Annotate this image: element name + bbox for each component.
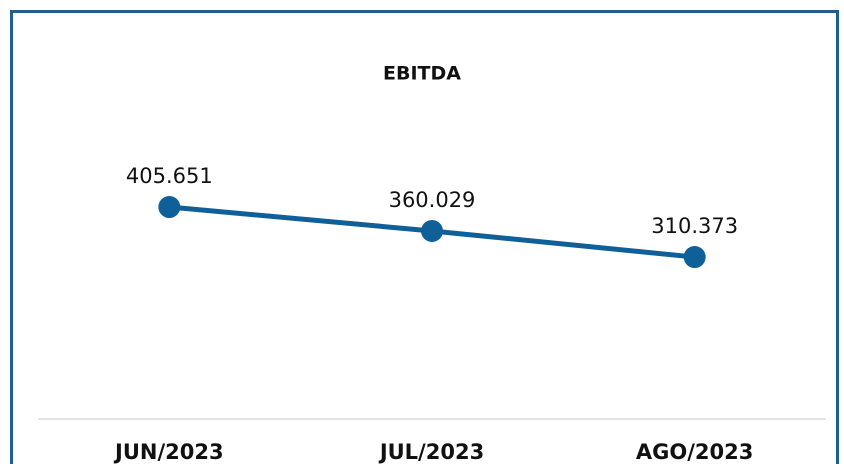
data-label: 405.651 bbox=[126, 164, 213, 188]
data-label: 310.373 bbox=[651, 214, 738, 238]
point bbox=[421, 219, 443, 242]
point bbox=[158, 196, 181, 219]
point bbox=[683, 246, 706, 269]
chart-title: EBITDA bbox=[383, 63, 461, 85]
x-tick-label: AGO/2023 bbox=[636, 440, 753, 464]
frame bbox=[10, 10, 839, 464]
x-tick-label: JUN/2023 bbox=[113, 440, 224, 464]
data-label: 360.029 bbox=[389, 188, 476, 212]
x-tick-label: JUL/2023 bbox=[378, 440, 484, 464]
